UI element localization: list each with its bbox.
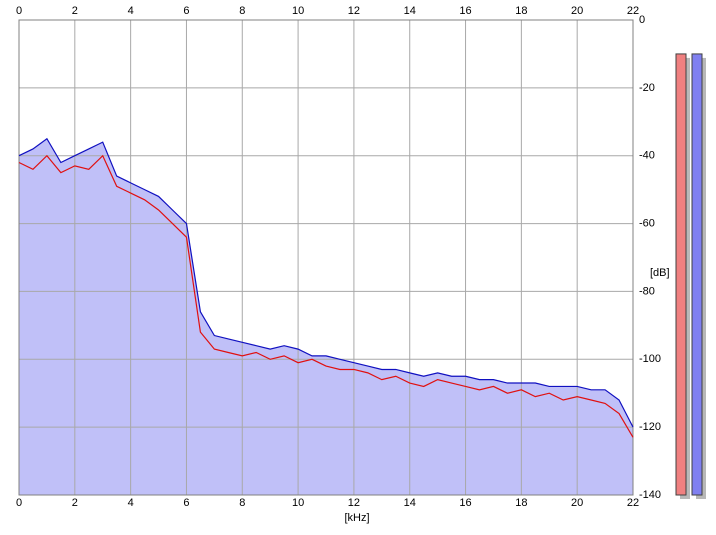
x-tick-label: 2: [72, 5, 78, 17]
plot-frame: [18, 19, 634, 496]
x-tick-label: 18: [515, 5, 527, 17]
x-tick-label: 4: [128, 497, 134, 509]
x-tick-label: 10: [292, 497, 304, 509]
y-tick-label: 0: [639, 14, 645, 26]
x-tick-label: 10: [292, 5, 304, 17]
y-tick-label: -80: [639, 285, 655, 297]
x-tick-label: 2: [72, 497, 78, 509]
x-tick-label: 14: [404, 5, 416, 17]
spectrum-line: [18, 137, 634, 428]
x-tick-label: 20: [571, 5, 583, 17]
x-tick-label: 0: [16, 5, 22, 17]
x-tick-label: 6: [183, 5, 189, 17]
x-axis-label: [kHz]: [344, 512, 369, 524]
x-tick-label: 18: [515, 497, 527, 509]
x-tick-label: 14: [404, 497, 416, 509]
x-tick-label: 22: [627, 497, 639, 509]
x-tick-label: 8: [239, 5, 245, 17]
x-tick-label: 6: [183, 497, 189, 509]
y-tick-label: -60: [639, 217, 655, 229]
x-tick-label: 8: [239, 497, 245, 509]
x-tick-label: 22: [627, 5, 639, 17]
y-tick-label: -140: [639, 489, 661, 501]
spectrum-line: [18, 154, 634, 438]
x-tick-label: 12: [348, 5, 360, 17]
x-tick-label: 20: [571, 497, 583, 509]
y-tick-label: -40: [639, 150, 655, 162]
y-tick-label: -20: [639, 82, 655, 94]
level-meter: [675, 53, 687, 496]
x-tick-label: 12: [348, 497, 360, 509]
y-tick-label: -120: [639, 421, 661, 433]
y-tick-label: -100: [639, 353, 661, 365]
spectrum-fill: [19, 138, 633, 495]
x-tick-label: 0: [16, 497, 22, 509]
y-axis-label: [dB]: [650, 267, 670, 279]
x-tick-label: 4: [128, 5, 134, 17]
x-tick-label: 16: [459, 5, 471, 17]
level-meter: [691, 53, 703, 496]
x-tick-label: 16: [459, 497, 471, 509]
